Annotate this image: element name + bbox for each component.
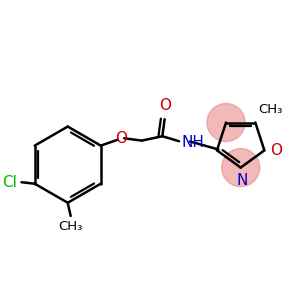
Text: O: O — [159, 98, 171, 113]
Text: Cl: Cl — [2, 175, 17, 190]
Circle shape — [207, 103, 245, 142]
Text: N: N — [236, 173, 248, 188]
Circle shape — [222, 148, 260, 187]
Text: CH₃: CH₃ — [258, 103, 283, 116]
Text: O: O — [115, 131, 127, 146]
Text: NH: NH — [181, 135, 204, 150]
Text: CH₃: CH₃ — [58, 220, 83, 233]
Text: O: O — [270, 143, 282, 158]
